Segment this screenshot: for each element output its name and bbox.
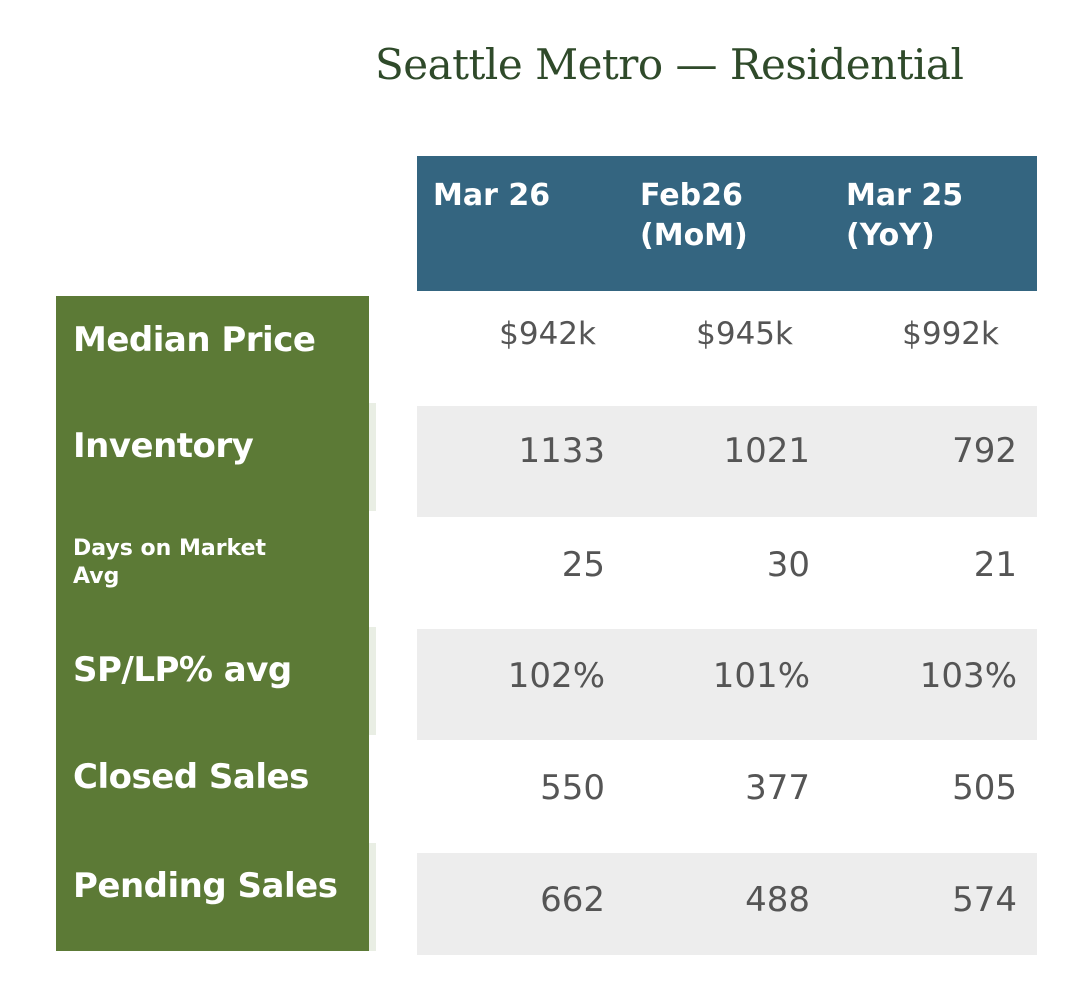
column-header-yoy: Mar 25 (YoY): [846, 176, 963, 256]
row-label-line: Avg: [73, 564, 120, 589]
column-header-mom: Feb26 (MoM): [640, 176, 748, 256]
row-label-line: Days on Market: [73, 536, 267, 561]
row-label-days-on-market: Days on Market Avg: [73, 535, 266, 591]
row-divider: [369, 843, 376, 951]
table-cell: 101%: [712, 656, 810, 696]
table-cell: 662: [540, 880, 605, 920]
column-header-label: Mar 25: [846, 178, 964, 213]
row-label-median-price: Median Price: [73, 320, 316, 360]
table-cell: 505: [952, 768, 1017, 808]
column-header-current: Mar 26: [433, 176, 550, 216]
table-cell: 550: [540, 768, 605, 808]
table-cell: 25: [561, 545, 605, 585]
row-label-sp-lp: SP/LP% avg: [73, 650, 292, 690]
table-cell: 488: [745, 880, 810, 920]
row-divider: [369, 627, 376, 735]
row-divider: [369, 403, 376, 511]
table-cell: 377: [745, 768, 810, 808]
row-shade: [417, 853, 1037, 955]
column-header-label: Mar 26: [433, 178, 551, 213]
column-header-label: Feb26: [640, 178, 743, 213]
table-cell: 1133: [518, 431, 605, 471]
row-label-closed-sales: Closed Sales: [73, 757, 309, 797]
table-cell: $945k: [696, 316, 793, 352]
table-header: Mar 26 Feb26 (MoM) Mar 25 (YoY): [417, 156, 1037, 291]
page-title: Seattle Metro — Residential: [375, 40, 964, 89]
row-label-pending-sales: Pending Sales: [73, 866, 338, 906]
row-label-column: [56, 296, 369, 951]
table-cell: 792: [952, 431, 1017, 471]
table-cell: 30: [766, 545, 810, 585]
row-label-inventory: Inventory: [73, 426, 254, 466]
row-shade: [417, 629, 1037, 740]
column-header-sublabel: (YoY): [846, 218, 935, 253]
table-cell: 21: [973, 545, 1017, 585]
table-cell: $942k: [499, 316, 596, 352]
table-cell: 102%: [507, 656, 605, 696]
table-cell: 1021: [723, 431, 810, 471]
table-cell: $992k: [902, 316, 999, 352]
column-header-sublabel: (MoM): [640, 218, 748, 253]
row-shade: [417, 406, 1037, 517]
table-cell: 574: [952, 880, 1017, 920]
table-cell: 103%: [919, 656, 1017, 696]
